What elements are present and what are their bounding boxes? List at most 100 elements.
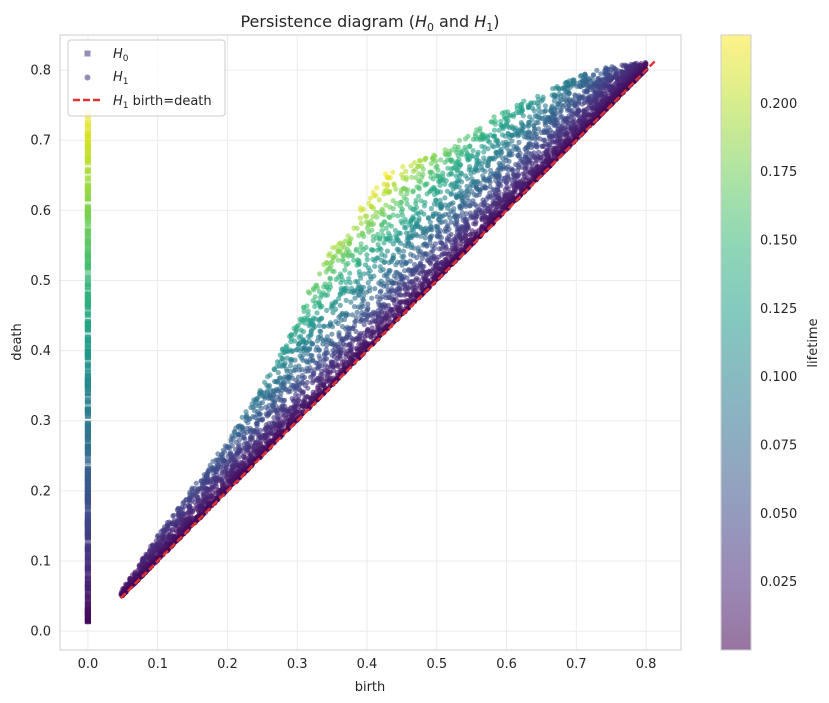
h1-point: [511, 143, 517, 149]
h1-point: [215, 451, 221, 457]
h1-point: [411, 261, 418, 268]
h1-point: [386, 268, 392, 274]
h1-point: [467, 143, 473, 149]
h1-point: [394, 259, 401, 265]
h1-point: [427, 234, 433, 240]
h1-point: [372, 286, 378, 292]
h1-point: [158, 529, 164, 535]
h1-point: [379, 294, 385, 300]
h1-point: [351, 304, 358, 310]
h1-point: [198, 478, 204, 484]
h1-point: [418, 198, 424, 204]
h1-point: [496, 160, 502, 166]
h1-point: [442, 195, 448, 201]
h1-point: [274, 359, 280, 365]
h1-point: [201, 472, 207, 478]
h1-point: [435, 254, 442, 260]
h1-point: [402, 268, 408, 274]
h1-point: [459, 210, 465, 216]
h1-point: [390, 252, 396, 258]
h1-point: [416, 215, 422, 221]
h1-point: [189, 485, 195, 491]
h1-point: [304, 365, 310, 371]
h1-point: [337, 302, 343, 308]
h1-point: [392, 227, 398, 234]
h1-point: [453, 159, 459, 165]
h1-point: [420, 242, 426, 248]
h1-point: [367, 285, 373, 291]
h1-point: [336, 330, 342, 336]
h1-point: [233, 425, 239, 431]
h1-point: [462, 144, 468, 150]
h1-point: [554, 84, 560, 90]
h1-point: [345, 348, 351, 354]
h1-point: [488, 119, 494, 125]
h1-point: [479, 143, 485, 149]
h1-point: [386, 260, 392, 266]
h1-point: [140, 555, 146, 562]
h1-point: [470, 148, 476, 154]
h1-point: [351, 257, 357, 263]
h1-point: [354, 309, 360, 315]
h1-point: [581, 88, 587, 94]
h1-point: [219, 469, 225, 475]
h1-point: [413, 275, 420, 281]
h1-point: [263, 411, 269, 417]
h1-point: [525, 102, 531, 108]
h1-point: [327, 320, 334, 326]
h1-point: [471, 221, 477, 227]
h1-point: [356, 269, 362, 275]
h1-point: [257, 387, 263, 394]
h1-point: [374, 247, 381, 253]
h1-point: [493, 149, 499, 155]
h1-point: [305, 333, 311, 340]
h1-point: [376, 280, 382, 286]
h1-point: [132, 569, 138, 575]
h1-point: [346, 276, 352, 282]
h1-point: [433, 223, 439, 230]
h1-point: [581, 107, 587, 113]
h1-point: [403, 230, 409, 236]
h1-point: [572, 92, 578, 98]
h1-point: [297, 316, 303, 322]
h1-point: [365, 301, 371, 307]
h1-point: [550, 86, 556, 92]
h1-point: [488, 167, 494, 173]
h1-point: [288, 332, 294, 338]
h1-point: [239, 414, 245, 420]
h1-point: [453, 173, 459, 179]
h1-point: [433, 197, 439, 203]
h1-point: [298, 327, 304, 333]
h1-point: [480, 173, 486, 179]
h1-point: [162, 524, 168, 530]
h1-point: [527, 114, 533, 120]
h1-point: [576, 118, 582, 124]
h1-point: [282, 374, 288, 380]
h1-point: [448, 219, 454, 225]
h1-point: [353, 278, 359, 285]
h1-point: [310, 389, 316, 395]
h1-point: [296, 334, 302, 341]
h1-point: [520, 171, 526, 177]
h1-point: [499, 132, 506, 138]
h1-point: [364, 289, 370, 295]
h1-point: [271, 415, 277, 421]
h1-point: [480, 197, 486, 203]
h1-point: [374, 294, 380, 300]
h1-point: [136, 562, 142, 569]
h1-point: [222, 443, 228, 449]
h1-point: [481, 149, 487, 155]
h1-point: [263, 404, 269, 410]
h1-point: [329, 331, 335, 337]
h1-point: [343, 297, 349, 303]
h1-point: [227, 449, 233, 456]
title-h0-sub: 0: [427, 21, 434, 34]
h1-point: [562, 80, 568, 86]
h1-point: [148, 543, 154, 549]
h1-point: [277, 352, 283, 358]
h1-point: [443, 256, 449, 262]
h1-point: [271, 366, 277, 372]
h1-point: [499, 110, 505, 116]
h1-point: [193, 480, 199, 486]
h1-point: [251, 397, 257, 403]
